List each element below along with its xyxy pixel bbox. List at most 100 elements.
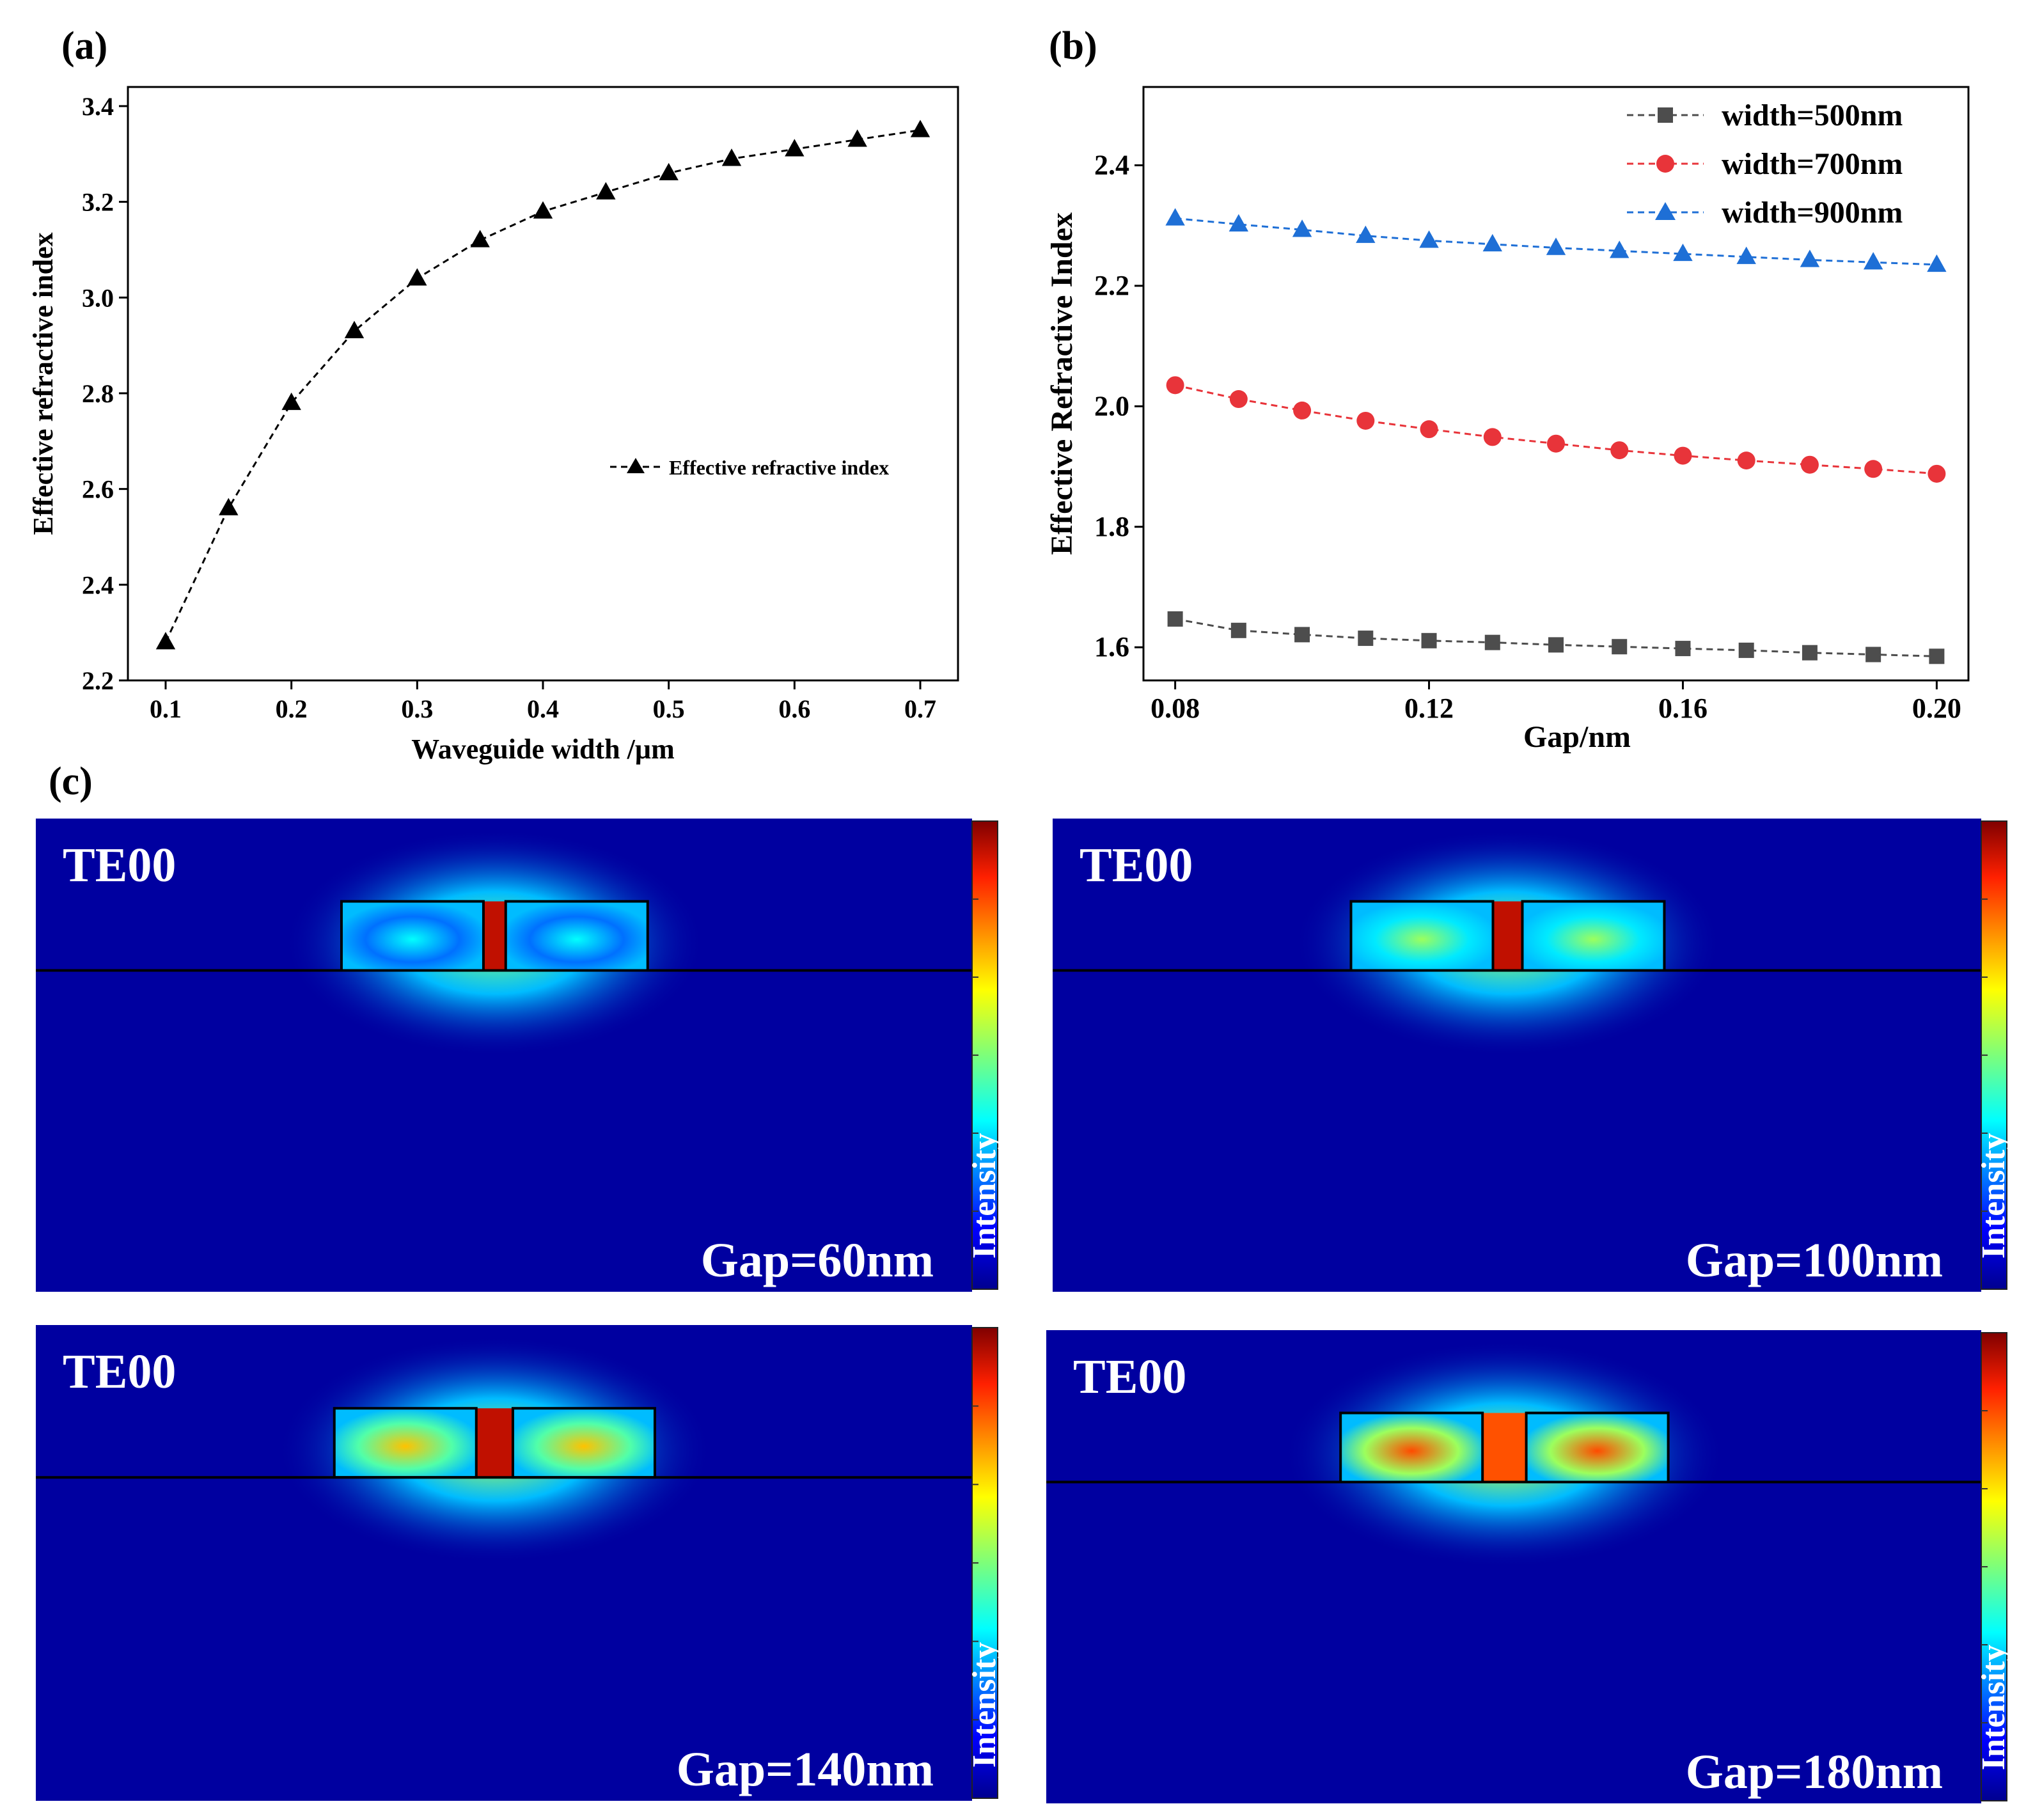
y-tick-label: 2.4 [82,570,114,599]
legend-label-700: width=700nm [1722,147,1903,181]
chart-a-y-ticks: 2.2 2.4 2.6 2.8 3.0 3.2 3.4 [82,92,128,695]
data-point [1548,637,1564,653]
data-point [1802,645,1818,661]
core-field [505,901,648,971]
data-point [1674,446,1692,465]
data-point [1929,648,1945,664]
gap-label: Gap=180nm [1686,1745,1943,1799]
data-point [1483,428,1502,446]
chart-a-legend-label: Effective refractive index [669,456,889,479]
data-point [1484,634,1500,650]
data-point [1230,622,1246,638]
y-tick-label: 3.4 [82,92,114,121]
data-point [1421,632,1437,648]
legend-label-900: width=900nm [1722,196,1903,230]
data-point [1738,642,1754,658]
y-tick-label: 1.6 [1094,631,1129,663]
data-point [785,139,805,157]
chart-b-y-axis-label: Effective Refractive Index [1045,212,1079,555]
data-point [1293,401,1312,420]
data-point [1167,611,1183,627]
chart-a-y-axis-label: Effective refractive index [27,232,59,535]
y-tick-label: 3.0 [82,283,114,312]
x-tick-label: 0.7 [904,694,936,723]
data-point [847,129,867,147]
chart-b-series [1165,208,1947,664]
y-tick-label: 3.2 [82,188,114,217]
data-point [470,230,490,247]
data-point [1737,451,1755,470]
data-point [1166,376,1184,395]
x-tick-label: 0.3 [401,694,433,723]
x-tick-label: 0.12 [1404,693,1454,724]
data-point [1229,214,1249,232]
data-point [659,162,679,180]
mode-label: TE00 [63,838,176,892]
gap-field [483,901,506,971]
core-field [1522,901,1665,971]
data-point [1864,460,1883,478]
data-point [1736,246,1756,264]
data-point [1419,230,1439,248]
legend-marker-500 [1658,107,1673,123]
chart-b-x-ticks: 0.08 0.12 0.16 0.20 [1150,680,1961,724]
gap-label: Gap=100nm [1686,1234,1943,1287]
mode-map-4: Intensity TE00 Gap=180nm [1046,1330,2012,1803]
chart-a-plot-frame [127,86,959,682]
panel-label-b: (b) [1049,24,1097,68]
panel-label-a: (a) [61,24,107,68]
core-field [1526,1413,1669,1482]
data-point [1356,411,1375,430]
colorbar-label: Intensity [966,1133,1003,1259]
y-tick-label: 2.8 [82,379,114,408]
y-tick-label: 2.2 [1094,270,1129,301]
data-point [721,148,742,166]
data-point [1229,390,1248,409]
x-tick-label: 0.6 [778,694,810,723]
mode-label: TE00 [1073,1350,1186,1404]
data-point [1800,249,1820,267]
data-point [1546,237,1566,255]
gap-field [1493,901,1523,971]
data-point [1927,254,1947,272]
data-point [1610,441,1629,460]
data-point [1482,233,1502,252]
x-tick-label: 0.08 [1150,693,1200,724]
chart-a-x-axis-label: Waveguide width /µm [411,733,675,765]
data-point [1928,464,1946,483]
mode-map-1: Intensity TE00 Gap=60nm [36,819,1003,1292]
data-point [155,632,176,650]
data-point [1547,434,1565,453]
core-field [341,901,483,971]
data-point [1292,219,1312,237]
legend-marker-900 [1655,202,1676,220]
chart-b-y-ticks: 1.6 1.8 2.0 2.2 2.4 [1094,149,1143,663]
x-tick-label: 0.1 [150,694,182,723]
data-point [1865,647,1881,663]
core-field [334,1408,476,1478]
y-tick-label: 2.2 [82,666,114,695]
data-point [1675,641,1691,657]
data-point [219,498,239,515]
panel-label-c: (c) [49,760,93,803]
x-tick-label: 0.2 [276,694,308,723]
x-tick-label: 0.16 [1658,693,1708,724]
chart-a: 0.1 0.2 0.3 0.4 0.5 0.6 0.7 2.2 2.4 2.6 2.8 3.0 3.2… [27,86,959,765]
mode-profiles: Intensity TE00 Gap=60nm Intensity TE00 Gap=10… [36,819,2012,1803]
data-point [1294,627,1310,643]
x-tick-label: 0.4 [527,694,559,723]
data-point [281,392,301,411]
core-field [1351,901,1493,971]
x-tick-label: 0.20 [1912,693,1961,724]
gap-label: Gap=60nm [701,1234,934,1287]
y-tick-label: 1.8 [1094,511,1129,542]
chart-a-series [155,120,931,650]
core-field [512,1408,655,1478]
x-tick-label: 0.5 [653,694,685,723]
core-field [1340,1413,1483,1482]
data-point [1673,243,1693,262]
mode-map-3: Intensity TE00 Gap=140nm [36,1325,1003,1801]
y-tick-label: 2.4 [1094,149,1129,180]
data-point [344,320,365,338]
